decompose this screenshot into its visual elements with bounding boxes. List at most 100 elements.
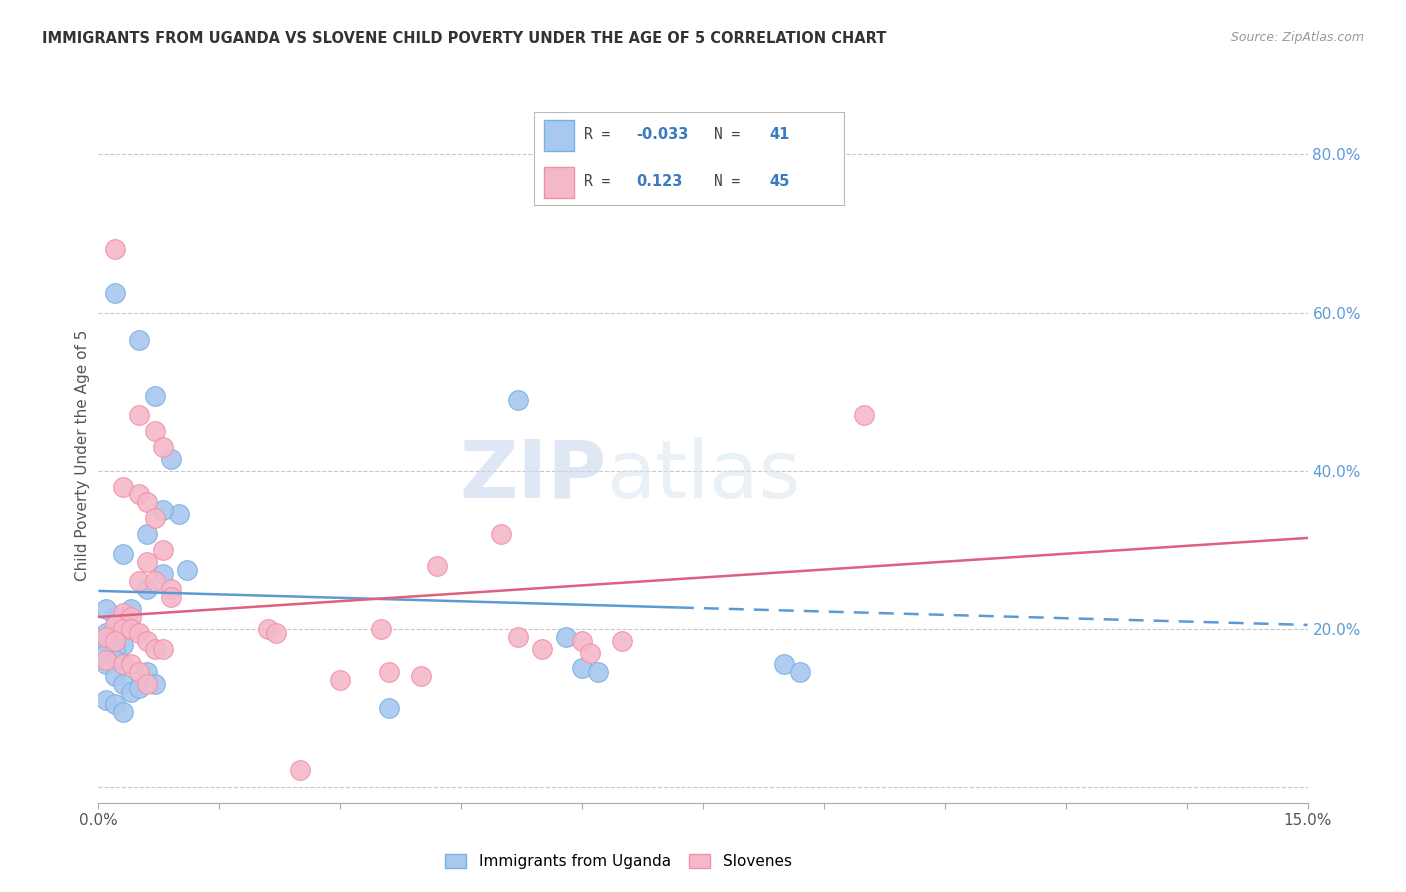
Point <box>152 503 174 517</box>
Point <box>772 657 794 672</box>
Point <box>128 333 150 347</box>
Text: Source: ZipAtlas.com: Source: ZipAtlas.com <box>1230 31 1364 45</box>
Point <box>128 625 150 640</box>
Point <box>96 693 118 707</box>
Point <box>103 285 125 300</box>
Text: IMMIGRANTS FROM UGANDA VS SLOVENE CHILD POVERTY UNDER THE AGE OF 5 CORRELATION C: IMMIGRANTS FROM UGANDA VS SLOVENE CHILD … <box>42 31 887 46</box>
Point <box>135 495 157 509</box>
Point <box>128 665 150 680</box>
Text: N =: N = <box>714 128 748 143</box>
Point <box>135 582 157 597</box>
Point <box>135 527 157 541</box>
Point <box>586 665 609 680</box>
Point <box>111 638 134 652</box>
Bar <box>544 167 575 198</box>
Point <box>111 622 134 636</box>
Point <box>96 633 118 648</box>
Point <box>111 677 134 691</box>
Point <box>264 625 287 640</box>
Point <box>579 646 602 660</box>
Text: ZIP: ZIP <box>458 437 606 515</box>
Point <box>96 653 118 667</box>
Point <box>135 633 157 648</box>
Point <box>152 440 174 454</box>
Point <box>571 633 593 648</box>
Point <box>143 424 166 438</box>
Point <box>128 409 150 423</box>
Point <box>143 389 166 403</box>
Point <box>143 641 166 656</box>
Point <box>256 622 278 636</box>
Point <box>160 582 183 597</box>
Point <box>103 653 125 667</box>
Point <box>111 547 134 561</box>
Point <box>160 591 183 605</box>
Point <box>111 705 134 719</box>
Text: R =: R = <box>583 174 627 189</box>
Point <box>409 669 432 683</box>
Point <box>555 630 578 644</box>
Point <box>96 602 118 616</box>
Point <box>120 610 142 624</box>
Point <box>103 697 125 711</box>
Point <box>370 622 392 636</box>
Text: atlas: atlas <box>606 437 800 515</box>
Legend: Immigrants from Uganda, Slovenes: Immigrants from Uganda, Slovenes <box>439 847 797 875</box>
Point <box>120 685 142 699</box>
Point <box>143 677 166 691</box>
Point <box>103 669 125 683</box>
Point <box>530 641 553 656</box>
Point <box>853 409 876 423</box>
Point <box>120 602 142 616</box>
Point <box>120 622 142 636</box>
Point <box>135 677 157 691</box>
Point <box>152 641 174 656</box>
Point <box>160 451 183 466</box>
Point <box>143 511 166 525</box>
Point <box>120 657 142 672</box>
Point <box>128 487 150 501</box>
Point <box>128 574 150 589</box>
Point <box>128 681 150 695</box>
Text: -0.033: -0.033 <box>637 128 689 143</box>
Point <box>506 392 529 407</box>
Point <box>152 542 174 557</box>
Point <box>571 661 593 675</box>
Text: 45: 45 <box>769 174 790 189</box>
Point <box>96 657 118 672</box>
Point <box>103 610 125 624</box>
Point <box>135 665 157 680</box>
Point <box>111 606 134 620</box>
Point <box>506 630 529 644</box>
Point <box>789 665 811 680</box>
Point <box>103 633 125 648</box>
Point <box>426 558 449 573</box>
Point <box>103 243 125 257</box>
Point <box>143 574 166 589</box>
Point <box>377 701 399 715</box>
Text: N =: N = <box>714 174 748 189</box>
Point <box>103 618 125 632</box>
Bar <box>544 120 575 151</box>
Point <box>491 527 513 541</box>
Point <box>96 625 118 640</box>
Point <box>96 646 118 660</box>
Point <box>167 507 190 521</box>
Point <box>111 618 134 632</box>
Point <box>612 633 634 648</box>
Point <box>111 657 134 672</box>
Point <box>288 763 311 777</box>
Point <box>96 630 118 644</box>
Y-axis label: Child Poverty Under the Age of 5: Child Poverty Under the Age of 5 <box>75 329 90 581</box>
Point <box>135 555 157 569</box>
Text: 41: 41 <box>769 128 790 143</box>
Point <box>176 563 198 577</box>
Text: 0.123: 0.123 <box>637 174 683 189</box>
Point <box>120 622 142 636</box>
Point <box>103 633 125 648</box>
Point <box>377 665 399 680</box>
Text: R =: R = <box>583 128 619 143</box>
Point <box>152 566 174 581</box>
Point <box>329 673 352 688</box>
Point <box>103 625 125 640</box>
